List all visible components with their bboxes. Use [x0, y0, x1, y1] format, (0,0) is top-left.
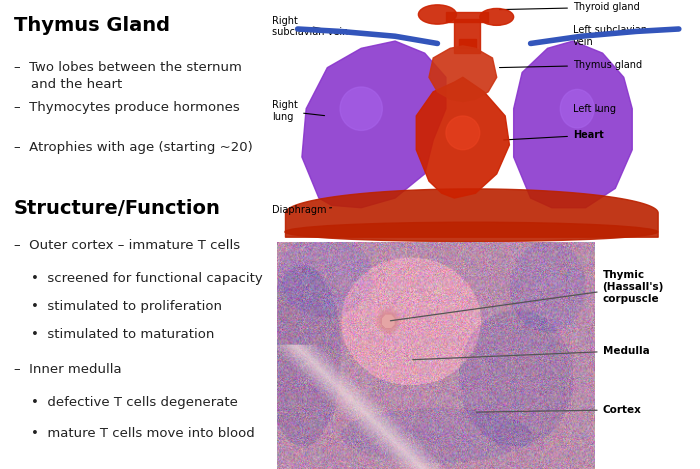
Text: Right
subclavian vein: Right subclavian vein — [272, 16, 349, 38]
Polygon shape — [302, 41, 446, 208]
Text: –  Atrophies with age (starting ~20): – Atrophies with age (starting ~20) — [14, 141, 253, 154]
Bar — [458, 38, 475, 48]
Text: –  Two lobes between the sternum
    and the heart: – Two lobes between the sternum and the … — [14, 61, 241, 91]
Text: •  stimulated to proliferation: • stimulated to proliferation — [14, 300, 222, 313]
Ellipse shape — [446, 116, 480, 150]
Text: –  Outer cortex – immature T cells: – Outer cortex – immature T cells — [14, 239, 240, 252]
Polygon shape — [416, 77, 510, 198]
Ellipse shape — [560, 90, 594, 128]
Text: Diaphragm: Diaphragm — [272, 205, 332, 215]
Text: –  Thymocytes produce hormones: – Thymocytes produce hormones — [14, 101, 239, 114]
Text: •  defective T cells degenerate: • defective T cells degenerate — [14, 396, 238, 409]
Text: Structure/Function: Structure/Function — [14, 199, 220, 219]
Ellipse shape — [285, 222, 658, 242]
Ellipse shape — [480, 8, 514, 25]
Text: Left lung: Left lung — [573, 104, 616, 113]
Ellipse shape — [419, 5, 456, 24]
Text: •  stimulated to maturation: • stimulated to maturation — [14, 328, 214, 341]
Polygon shape — [429, 46, 497, 101]
Bar — [446, 12, 488, 22]
Text: Thymic
(Hassall's)
corpuscle: Thymic (Hassall's) corpuscle — [391, 271, 664, 321]
Text: •  mature T cells move into blood: • mature T cells move into blood — [14, 427, 255, 440]
Bar — [454, 19, 480, 53]
Text: Thyroid gland: Thyroid gland — [500, 2, 640, 12]
Text: •  screened for functional capacity: • screened for functional capacity — [14, 272, 262, 285]
Text: Heart: Heart — [504, 130, 603, 140]
Text: –  Inner medulla: – Inner medulla — [14, 363, 122, 377]
Text: Medulla: Medulla — [413, 346, 650, 360]
Text: Cortex: Cortex — [476, 405, 641, 415]
Polygon shape — [514, 41, 632, 208]
Text: Right
lung: Right lung — [272, 100, 325, 122]
Text: Left subclavian
vein: Left subclavian vein — [573, 25, 647, 47]
Text: Thymus gland: Thymus gland — [500, 60, 642, 70]
Ellipse shape — [340, 87, 382, 130]
Text: Thymus Gland: Thymus Gland — [14, 16, 170, 36]
